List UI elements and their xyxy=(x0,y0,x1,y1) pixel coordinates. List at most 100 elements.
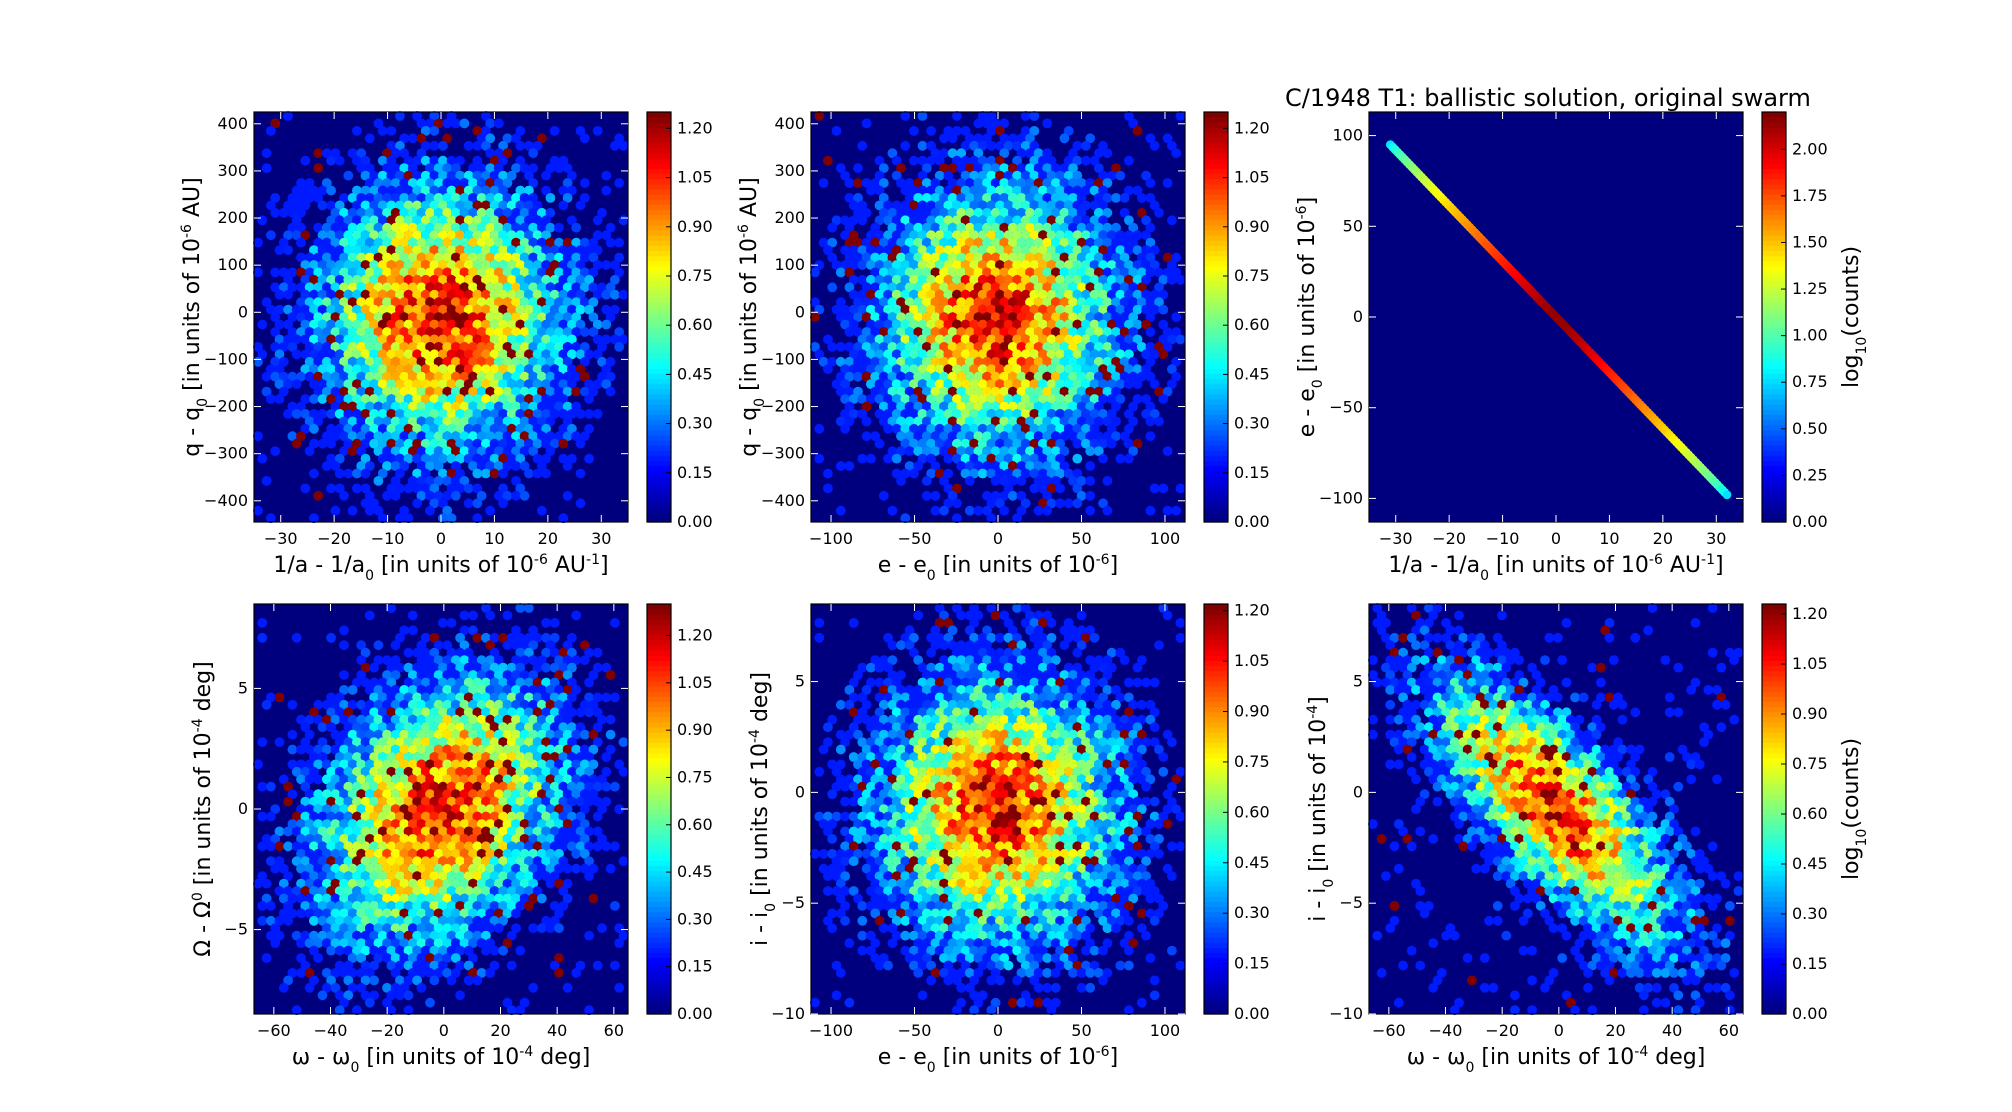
hexbin-cell xyxy=(433,252,444,263)
hexbin-cell xyxy=(455,319,465,330)
hexbin-cell xyxy=(339,342,349,352)
hexbin-cell xyxy=(1162,133,1173,144)
hexbin-cell xyxy=(982,252,992,263)
hexbin-cell xyxy=(412,483,422,494)
hexbin-cell xyxy=(287,207,298,218)
hexbin-cell xyxy=(506,260,517,270)
hexbin-cell xyxy=(567,260,577,270)
colorbar-segment xyxy=(1762,368,1786,374)
colorbar-tick-label: 2.00 xyxy=(1792,139,1828,158)
hexbin-cell xyxy=(472,334,483,345)
hexbin-cell xyxy=(558,364,569,375)
hexbin-cell xyxy=(266,200,276,211)
hexbin-cell xyxy=(1033,178,1044,188)
hexbin-cell xyxy=(485,342,496,352)
hexbin-cell xyxy=(339,193,349,203)
hexbin-cell xyxy=(296,193,306,203)
hexbin-cell xyxy=(472,453,483,464)
colorbar-segment xyxy=(647,399,671,405)
colorbar-segment xyxy=(1204,265,1228,272)
hexbin-cell xyxy=(1085,237,1096,248)
hexbin-cell xyxy=(1016,133,1027,144)
hexbin-cell xyxy=(913,237,924,248)
y-tick-label: −300 xyxy=(204,444,248,463)
hexbin-cell xyxy=(395,468,405,479)
hexbin-cell xyxy=(369,409,379,419)
hexbin-cell xyxy=(360,215,371,226)
hexbin-cell xyxy=(592,379,603,389)
hexbin-cell xyxy=(1029,215,1040,226)
colorbar: 0.000.250.500.751.001.251.501.752.00log1… xyxy=(1761,111,1870,531)
hexbin-cell xyxy=(545,312,556,322)
hexbin-cell xyxy=(498,379,508,389)
hexbin-cell xyxy=(309,245,319,256)
hexbin-cell xyxy=(900,200,911,211)
hexbin-cell xyxy=(476,386,487,397)
hexbin-cell xyxy=(459,446,470,456)
hexbin-cell xyxy=(485,267,496,278)
hexbin-cell xyxy=(321,371,332,382)
hexbin-cell xyxy=(382,416,392,427)
hexbin-cell xyxy=(347,446,358,456)
colorbar-segment xyxy=(1762,214,1786,221)
hexbin-cell xyxy=(343,409,354,419)
hexbin-cell xyxy=(420,200,431,211)
hexbin-cell xyxy=(420,379,431,389)
hexbin-cell xyxy=(352,364,362,375)
hexbin-cell xyxy=(909,245,919,256)
hexbin-cell xyxy=(973,207,984,218)
hexbin-cell xyxy=(502,356,513,367)
hexbin-cell xyxy=(463,319,474,330)
hexbin-cell xyxy=(1003,230,1014,241)
colorbar-segment xyxy=(1204,450,1228,456)
hexbin-cell xyxy=(476,207,487,218)
hexbin-cell xyxy=(352,483,362,494)
hexbin-cell xyxy=(498,349,508,360)
hexbin-cell xyxy=(554,371,564,382)
hexbin-cell xyxy=(990,237,1001,248)
hexbin-cell xyxy=(814,423,825,434)
hexbin-cell xyxy=(536,416,547,427)
hexbin-cell xyxy=(455,364,465,375)
hexbin-cell xyxy=(429,155,440,166)
hexbin-cell xyxy=(481,364,491,375)
hexbin-cell xyxy=(304,312,315,322)
hexbin-cell xyxy=(896,237,906,248)
hexbin-cell xyxy=(399,237,410,248)
hexbin-cell xyxy=(304,297,315,308)
hexbin-cell xyxy=(1033,207,1044,218)
hexbin-cell xyxy=(1102,237,1113,248)
hexbin-cell xyxy=(450,461,461,471)
hexbin-cell xyxy=(545,282,556,293)
hexbin-cell xyxy=(438,364,448,375)
hexbin-cell xyxy=(502,446,513,456)
hexbin-cell xyxy=(330,222,341,233)
hexbin-cell xyxy=(481,111,491,121)
hexbin-cell xyxy=(429,453,440,464)
hexbin-cell xyxy=(420,215,431,226)
hexbin-cell xyxy=(575,200,586,211)
hexbin-cell xyxy=(429,364,440,375)
x-tick-label: −30 xyxy=(264,529,298,548)
hexbin-cell xyxy=(386,423,397,434)
hexbin-cell xyxy=(446,230,457,241)
hexbin-cell xyxy=(1089,155,1100,166)
hexbin-cell xyxy=(1085,222,1096,233)
hexbin-cell xyxy=(1175,334,1186,345)
hexbin-cell xyxy=(1046,245,1057,256)
hexbin-cell xyxy=(502,401,513,412)
hexbin-cell xyxy=(506,289,517,300)
hexbin-cell xyxy=(339,625,349,636)
hexbin-cell xyxy=(446,349,457,360)
hexbin-cell xyxy=(913,222,924,233)
hexbin-cell xyxy=(545,237,556,248)
hexbin-cell xyxy=(558,319,569,330)
hexbin-cell xyxy=(468,163,478,174)
hexbin-cell xyxy=(446,483,457,494)
hexbin-cell xyxy=(317,364,328,375)
hexbin-cell xyxy=(257,618,268,628)
colorbar-segment xyxy=(1762,373,1786,380)
hexbin-cell xyxy=(407,193,418,203)
hexbin-cell xyxy=(416,401,427,412)
hexbin-cell xyxy=(917,230,928,241)
